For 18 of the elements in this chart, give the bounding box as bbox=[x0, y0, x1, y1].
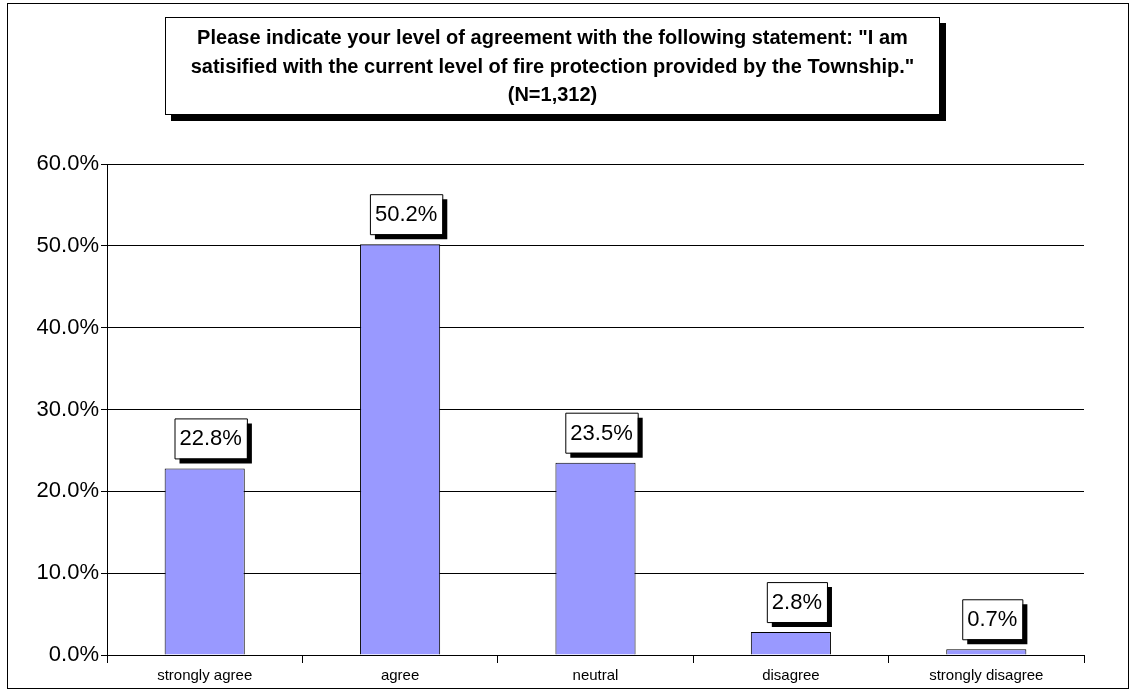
y-tick-label: 50.0% bbox=[36, 231, 99, 257]
y-tick-label: 30.0% bbox=[36, 395, 99, 421]
data-label: 50.2% bbox=[374, 201, 438, 227]
y-tick-label: 60.0% bbox=[36, 150, 99, 176]
data-label: 2.8% bbox=[771, 589, 822, 615]
data-label: 23.5% bbox=[570, 419, 633, 445]
x-tick-label: neutral bbox=[572, 666, 619, 684]
y-tick-label: 10.0% bbox=[36, 559, 99, 585]
x-tick-label: strongly agree bbox=[157, 666, 253, 684]
x-tick-label: strongly disagree bbox=[929, 666, 1044, 684]
x-tick-label: agree bbox=[380, 666, 420, 684]
data-label: 0.7% bbox=[967, 606, 1018, 632]
chart-title: Please indicate your level of agreement with the following statement: "I am satisified with the current level of fire protection provided by the Township." (N=1,312) bbox=[165, 17, 940, 115]
y-tick-label: 40.0% bbox=[36, 313, 99, 339]
y-tick-label: 20.0% bbox=[36, 477, 99, 503]
data-label: 22.8% bbox=[179, 425, 242, 451]
y-tick-label: 0.0% bbox=[48, 641, 99, 667]
x-tick-label: disagree bbox=[762, 666, 820, 684]
